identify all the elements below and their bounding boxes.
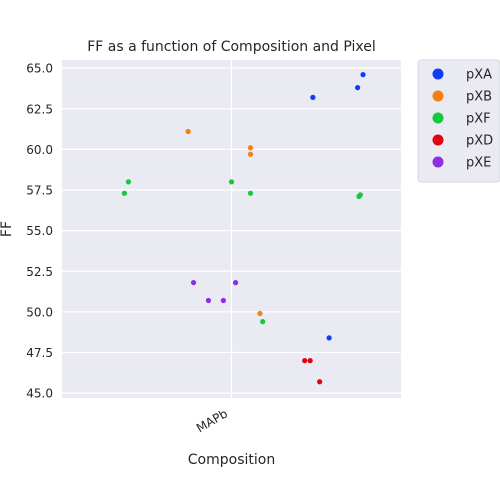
y-tick-label: 62.5 (26, 102, 53, 116)
series-pXA (310, 72, 366, 341)
legend-marker-pXF (432, 112, 444, 124)
legend-label-pXB: pXB (466, 90, 492, 105)
y-tick-label: 60.0 (26, 143, 53, 157)
data-point (260, 319, 266, 325)
legend: pXA pXB pXF pXD pXE (417, 59, 500, 183)
data-point (357, 192, 363, 198)
y-axis-ticks: 45.0 47.5 50.0 52.5 55.0 57.5 60.0 62.5 65.0 (26, 62, 53, 401)
y-tick-label: 47.5 (26, 346, 53, 360)
series-pXF (121, 179, 363, 325)
data-point (247, 145, 254, 151)
y-tick-label: 52.5 (26, 265, 53, 279)
data-point (205, 297, 212, 304)
data-point (317, 379, 323, 385)
legend-marker-pXE (432, 156, 444, 168)
data-point (307, 358, 313, 364)
legend-marker-pXD (432, 134, 444, 146)
legend-box (417, 59, 500, 183)
legend-marker-pXB (432, 90, 444, 102)
data-point (257, 310, 263, 317)
legend-label-pXF: pXF (466, 112, 491, 127)
chart-title: FF as a function of Composition and Pixe… (87, 39, 376, 55)
data-point (247, 151, 254, 157)
data-point (125, 179, 132, 185)
y-tick-label: 65.0 (26, 62, 53, 76)
legend-label-pXA: pXA (466, 68, 492, 83)
legend-marker-pXA (432, 68, 444, 80)
series-pXD (302, 358, 323, 385)
data-point (310, 94, 316, 100)
grid-lines (62, 60, 401, 398)
data-point (121, 190, 127, 196)
data-point (247, 190, 254, 196)
data-point (220, 297, 226, 304)
data-point (232, 280, 239, 286)
data-point (355, 85, 361, 91)
data-point (302, 358, 308, 364)
data-point (190, 280, 197, 286)
x-axis-title: Composition (188, 452, 275, 468)
y-tick-label: 50.0 (26, 305, 53, 319)
series-pXB (185, 128, 263, 317)
legend-label-pXD: pXD (466, 134, 493, 149)
x-tick-label: MAPb (194, 406, 230, 435)
data-point (326, 335, 332, 341)
series-pXE (190, 280, 239, 304)
x-axis-ticks: MAPb (194, 406, 230, 435)
y-axis-title: FF (0, 221, 15, 237)
y-tick-label: 55.0 (26, 224, 53, 238)
data-point (185, 128, 191, 135)
data-points (121, 72, 366, 385)
y-tick-label: 45.0 (26, 387, 53, 401)
y-tick-label: 57.5 (26, 184, 53, 198)
data-point (228, 179, 235, 185)
data-point (360, 72, 366, 78)
legend-label-pXE: pXE (466, 156, 491, 171)
